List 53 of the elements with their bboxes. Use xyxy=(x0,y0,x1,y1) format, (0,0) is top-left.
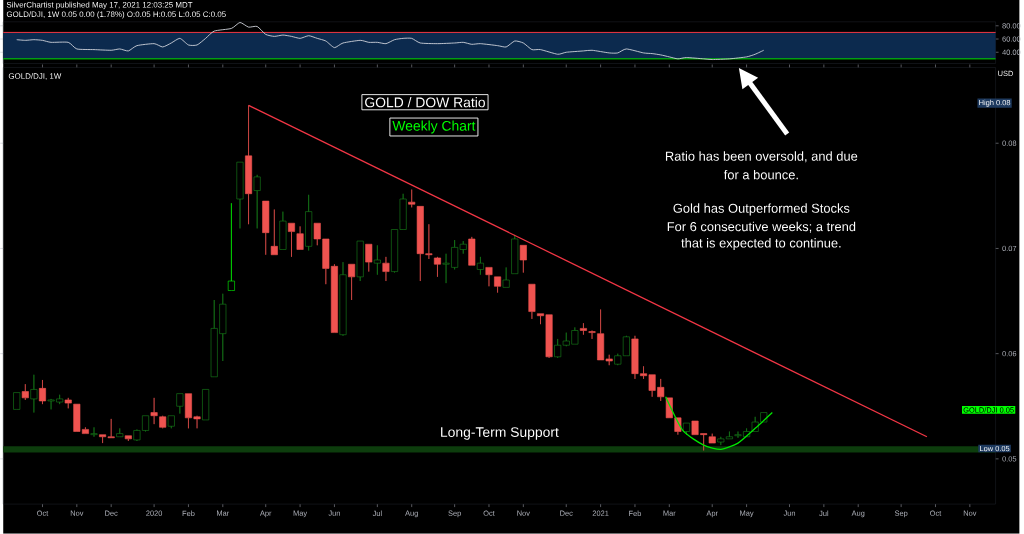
candlestick xyxy=(502,267,510,288)
candlestick xyxy=(682,422,690,436)
candlestick xyxy=(511,234,519,275)
candlestick xyxy=(494,276,502,293)
candlestick xyxy=(253,174,261,229)
candlestick xyxy=(202,389,210,421)
candlestick xyxy=(116,428,124,438)
line-series xyxy=(16,22,765,61)
candlestick xyxy=(365,243,373,272)
line-series xyxy=(664,396,773,451)
candlestick xyxy=(433,256,441,278)
candlestick xyxy=(579,322,587,336)
candlestick xyxy=(124,435,132,442)
candlestick xyxy=(159,415,167,429)
candlestick xyxy=(339,261,347,337)
candlestick xyxy=(13,392,21,410)
candlestick xyxy=(262,200,270,256)
candlestick xyxy=(270,209,278,256)
annotation: For 6 consecutive weeks; a trend xyxy=(667,221,856,233)
candlestick xyxy=(296,226,304,250)
band-label: Long-Term Support xyxy=(441,427,559,440)
candlestick xyxy=(476,256,484,276)
candlestick xyxy=(245,105,253,225)
candlestick xyxy=(382,256,390,282)
candlestick xyxy=(150,397,158,425)
candlestick xyxy=(519,245,527,273)
candlestick xyxy=(236,161,244,229)
candlestick xyxy=(176,393,184,414)
candlestick xyxy=(373,245,381,276)
annotation: Gold has Outperformed Stocks xyxy=(673,203,850,216)
candlestick xyxy=(38,379,46,405)
candlestick xyxy=(305,194,313,251)
candlestick xyxy=(468,236,476,266)
candlestick xyxy=(227,202,235,291)
text: GOLD / DOW Ratio xyxy=(365,97,485,108)
candlestick xyxy=(348,263,356,301)
candlestick xyxy=(408,189,416,208)
candlestick xyxy=(90,427,98,438)
candlestick xyxy=(21,383,29,401)
candlestick xyxy=(485,267,493,287)
candlestick xyxy=(356,240,364,282)
annotation: for a bounce. xyxy=(723,169,798,180)
candlestick xyxy=(588,330,596,340)
candlestick xyxy=(30,374,38,413)
candlestick xyxy=(167,415,175,429)
candlestick xyxy=(528,283,536,320)
text: Weekly Chart xyxy=(392,120,476,134)
candlestick xyxy=(64,397,72,409)
candlestick xyxy=(279,211,287,250)
annotation: Ratio has been oversold, and due xyxy=(665,151,858,163)
candlestick xyxy=(288,222,295,258)
candlestick xyxy=(708,433,716,444)
annotation: that is expected to continue. xyxy=(681,238,841,251)
